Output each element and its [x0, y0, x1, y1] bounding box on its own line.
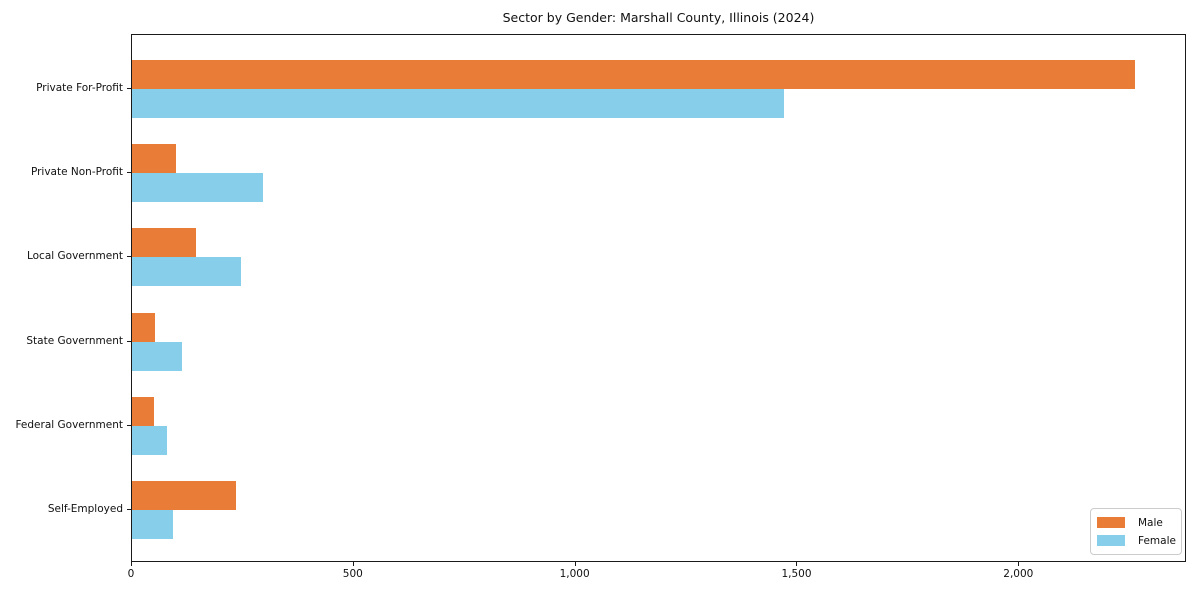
x-tick-mark [574, 562, 576, 566]
x-tick-label-2-000: 2,000 [1003, 568, 1034, 580]
chart-title: Sector by Gender: Marshall County, Illin… [502, 10, 815, 25]
x-tick-mark [796, 562, 798, 566]
x-tick-mark [352, 562, 354, 566]
y-tick-label-private-for-profit: Private For-Profit [36, 82, 123, 94]
y-tick-mark [127, 88, 131, 89]
y-tick-label-federal-government: Federal Government [15, 418, 123, 431]
legend-swatch-female [1097, 535, 1125, 546]
x-tick-label-500: 500 [342, 568, 363, 580]
x-tick-label-0: 0 [127, 568, 135, 580]
y-tick-mark [127, 340, 131, 342]
bar-male-state-government [132, 312, 155, 342]
x-tick-mark [131, 562, 132, 566]
y-tick-mark [127, 424, 131, 426]
legend-label-male: Male [1138, 516, 1163, 529]
bar-male-local-government [132, 228, 197, 258]
bar-male-private-for-profit [132, 60, 1135, 89]
bar-female-private-non-profit [132, 173, 263, 203]
y-tick-label-self-employed: Self-Employed [47, 503, 123, 515]
legend-item-female: Female [1097, 535, 1181, 547]
bar-female-local-government [132, 257, 241, 287]
legend-label-female: Female [1138, 534, 1176, 547]
bar-female-private-for-profit [132, 89, 785, 118]
y-tick-mark [127, 256, 131, 258]
y-tick-mark [127, 509, 131, 510]
x-tick-label-1-500: 1,500 [781, 568, 812, 580]
y-tick-label-private-non-profit: Private Non-Profit [30, 166, 123, 179]
x-tick-mark [1018, 562, 1020, 566]
bar-male-private-non-profit [132, 144, 177, 174]
x-tick-label-1-000: 1,000 [559, 568, 590, 580]
legend: Male Female [1090, 508, 1182, 555]
legend-swatch-male [1097, 517, 1125, 528]
y-tick-mark [127, 172, 131, 174]
bar-female-self-employed [132, 510, 173, 539]
bar-male-federal-government [132, 396, 154, 426]
bar-female-federal-government [132, 425, 168, 455]
bar-female-state-government [132, 341, 183, 371]
bar-male-self-employed [132, 481, 236, 510]
y-tick-label-local-government: Local Government [26, 250, 123, 263]
legend-item-male: Male [1097, 517, 1181, 529]
plot-area [131, 34, 1186, 562]
y-tick-label-state-government: State Government [26, 334, 123, 347]
